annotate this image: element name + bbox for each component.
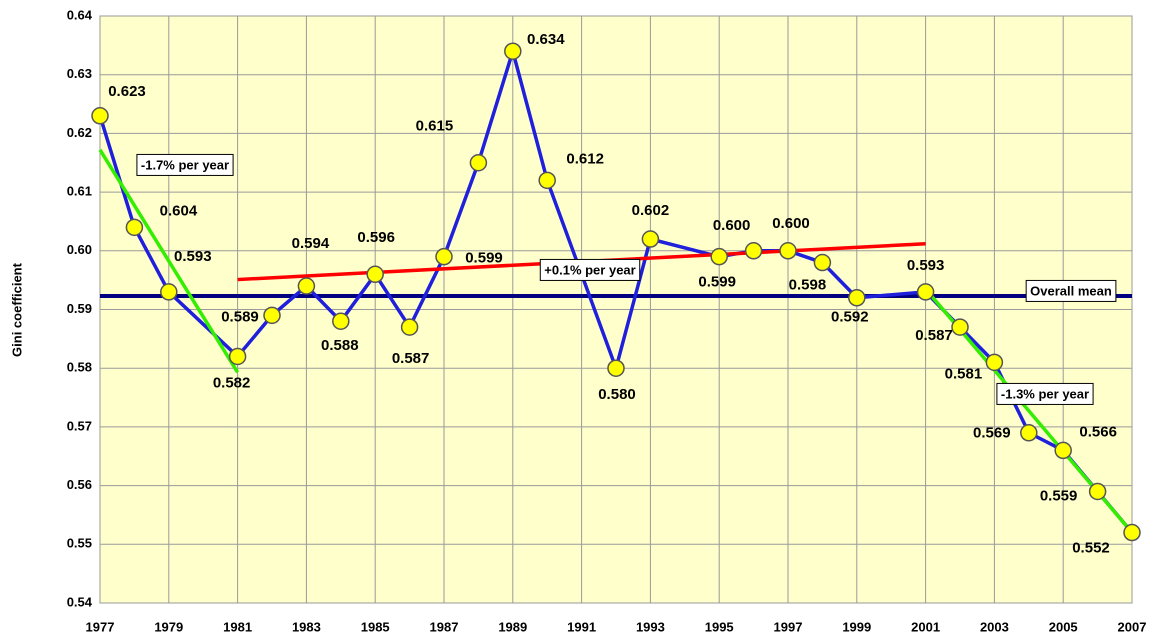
value-label: 0.566 [1079, 423, 1117, 440]
value-label: 0.599 [465, 250, 503, 267]
y-tick-label: 0.64 [67, 7, 93, 22]
value-label: 0.587 [915, 327, 953, 344]
annotation: -1.3% per year [1001, 386, 1089, 401]
data-point [1054, 441, 1072, 460]
y-tick-label: 0.58 [67, 360, 92, 375]
value-label: 0.599 [698, 274, 736, 291]
data-point [469, 154, 488, 172]
data-point [779, 242, 797, 260]
data-point [91, 107, 109, 125]
annotation-box [539, 258, 641, 281]
value-label: 0.612 [566, 150, 604, 167]
value-label: 0.594 [292, 235, 330, 252]
data-point [985, 353, 1004, 372]
value-label: 0.598 [789, 277, 827, 294]
annotation-box [1025, 279, 1117, 302]
y-tick-label: 0.54 [67, 594, 93, 609]
data-point [160, 283, 178, 301]
data-point [607, 359, 625, 377]
y-tick-label: 0.56 [67, 477, 92, 492]
value-label: 0.580 [598, 386, 636, 403]
data-point [813, 253, 832, 272]
x-tick-label: 1983 [292, 619, 321, 634]
value-label: 0.596 [357, 229, 395, 246]
x-tick-label: 1985 [361, 619, 390, 634]
value-label: 0.587 [392, 350, 430, 367]
x-tick-label: 2003 [980, 619, 1009, 634]
data-point [1123, 523, 1141, 542]
value-label: 0.589 [221, 308, 259, 325]
value-label: 0.600 [772, 215, 810, 232]
x-tick-label: 2007 [1118, 619, 1147, 634]
value-label: 0.593 [174, 248, 212, 265]
data-point [710, 247, 728, 266]
value-label: 0.592 [831, 309, 869, 326]
y-tick-label: 0.60 [67, 242, 92, 257]
data-point [1088, 482, 1107, 501]
data-point [332, 312, 350, 330]
x-tick-label: 1989 [498, 619, 527, 634]
x-tick-label: 1987 [430, 619, 459, 634]
data-point [366, 265, 384, 284]
annotation: +0.1% per year [544, 262, 635, 277]
data-point [848, 289, 866, 307]
data-point [263, 306, 281, 325]
value-label: 0.559 [1040, 487, 1078, 504]
data-point [435, 247, 453, 266]
value-label: 0.604 [160, 202, 198, 219]
y-tick-label: 0.62 [67, 125, 92, 140]
value-label: 0.615 [416, 118, 454, 135]
x-tick-label: 1993 [636, 619, 665, 634]
value-label: 0.569 [973, 425, 1011, 442]
x-tick-label: 1991 [567, 619, 596, 634]
value-label: 0.582 [213, 374, 251, 391]
data-point [641, 230, 660, 248]
value-label: 0.623 [108, 83, 146, 100]
value-label: 0.602 [632, 202, 670, 219]
annotation-box [136, 153, 234, 176]
data-point [228, 347, 247, 366]
x-tick-label: 2001 [911, 619, 940, 634]
y-tick-label: 0.55 [67, 536, 92, 551]
y-tick-label: 0.59 [67, 301, 92, 316]
y-axis-label: Gini coefficient [9, 262, 24, 357]
x-tick-label: 1979 [154, 619, 183, 634]
value-label: 0.593 [907, 257, 945, 274]
data-point [916, 283, 935, 301]
value-label: 0.588 [321, 337, 359, 354]
data-point [1020, 424, 1038, 442]
data-point [744, 242, 763, 260]
x-tick-label: 2005 [1049, 619, 1078, 634]
data-point [400, 318, 419, 336]
x-tick-label: 1981 [223, 619, 252, 634]
y-tick-label: 0.61 [67, 184, 92, 199]
value-label: 0.552 [1072, 540, 1110, 557]
annotation: -1.7% per year [141, 157, 229, 172]
y-tick-label: 0.63 [67, 66, 92, 81]
x-tick-label: 1995 [705, 619, 734, 634]
annotation: Overall mean [1030, 283, 1112, 298]
data-point [951, 318, 969, 336]
x-tick-label: 1977 [86, 619, 115, 634]
value-label: 0.581 [945, 365, 983, 382]
x-tick-label: 1997 [774, 619, 803, 634]
trend-line [98, 148, 240, 374]
value-label: 0.600 [713, 217, 751, 234]
data-point [538, 171, 556, 190]
data-point [504, 42, 522, 60]
value-label: 0.634 [527, 31, 565, 48]
x-tick-label: 1999 [842, 619, 871, 634]
annotation-box [996, 382, 1094, 405]
data-point [297, 277, 316, 295]
y-tick-label: 0.57 [67, 418, 92, 433]
data-point [125, 218, 144, 237]
